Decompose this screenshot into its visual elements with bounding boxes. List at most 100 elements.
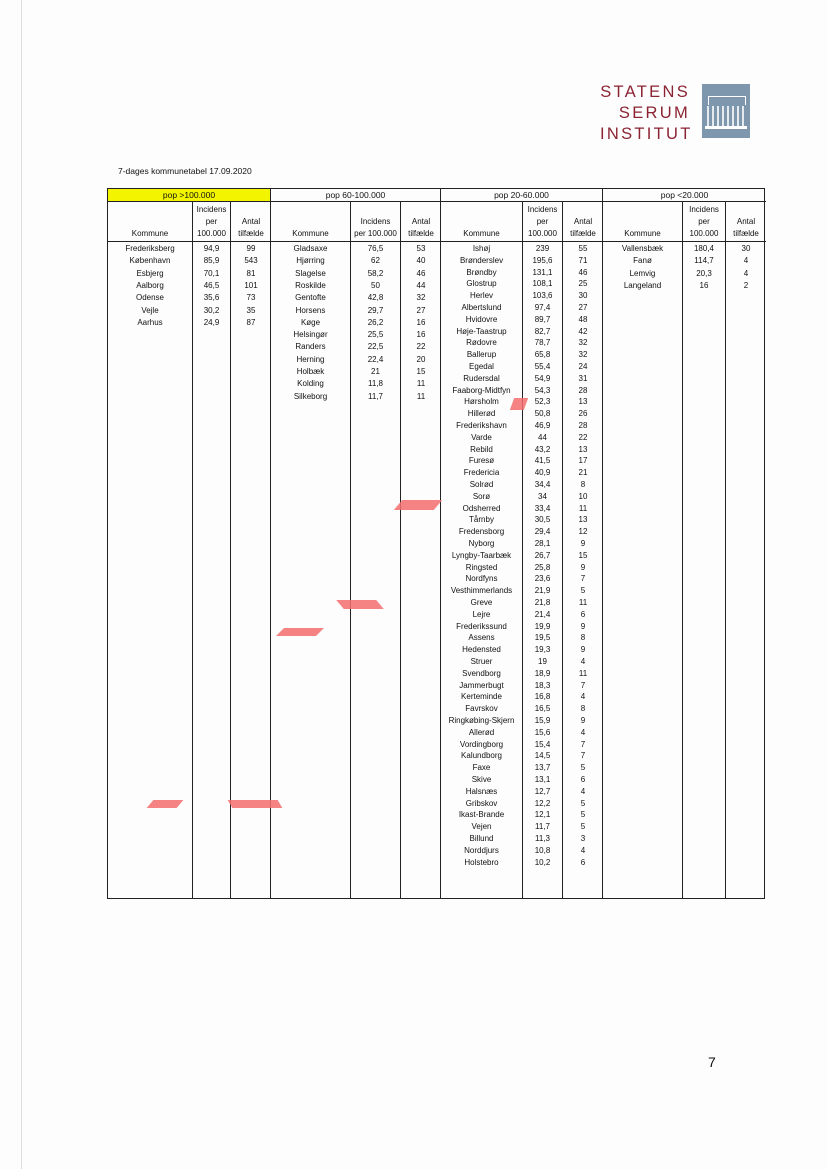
incidens-cell: 13,1 <box>534 775 551 784</box>
kommune-cell: Faaborg-Midtfyn <box>452 385 511 395</box>
incidens-cell: 94,9 <box>203 244 220 253</box>
kommune-cell: Glostrup <box>466 279 497 289</box>
antal-column: Antal tilfælde 30 4 4 2 <box>726 201 766 898</box>
incidens-cell: 21,8 <box>534 598 551 607</box>
kommune-cell: Allerød <box>468 727 495 737</box>
column-header: Kommune <box>108 201 192 242</box>
kommune-cell: Svendborg <box>462 668 501 678</box>
incidens-cell: 13,7 <box>534 763 551 773</box>
antal-cell: 44 <box>416 280 426 290</box>
incidens-cell: 195,6 <box>532 255 553 265</box>
column-header: Antal tilfælde <box>231 201 271 242</box>
kommune-cell: Holstebro <box>464 857 499 867</box>
incidens-cell: 65,8 <box>534 350 551 360</box>
antal-cell: 87 <box>246 317 256 327</box>
antal-cell: 13 <box>578 515 588 525</box>
antal-cell: 4 <box>580 692 586 702</box>
population-group: pop 60-100.000 Kommune Gladsaxe Hjørring Sla… <box>271 189 441 898</box>
incidens-cell: 10,8 <box>534 845 551 855</box>
incidens-cell: 12,7 <box>534 786 551 796</box>
antal-cell: 22 <box>416 342 426 352</box>
antal-cell: 7 <box>580 751 586 761</box>
incidens-cell: 34,4 <box>534 480 551 489</box>
incidens-cell: 19 <box>538 657 547 666</box>
antal-cell: 46 <box>416 268 426 278</box>
kommune-cell: Halsnæs <box>465 786 498 796</box>
incidens-cell: 103,6 <box>532 291 553 301</box>
group-header: pop <20.000 <box>603 189 766 202</box>
kommune-cell: Aarhus <box>137 317 163 327</box>
antal-cell: 8 <box>580 480 586 489</box>
antal-cell: 11 <box>578 503 588 513</box>
kommune-cell: Brønderslev <box>459 255 504 265</box>
kommune-cell: Albertslund <box>461 303 502 312</box>
kommune-cell: Fredensborg <box>458 527 505 537</box>
kommune-cell: København <box>129 256 171 266</box>
antal-cell: 6 <box>580 609 586 619</box>
incidens-cell: 28,1 <box>534 539 551 548</box>
antal-cell: 32 <box>578 338 588 348</box>
antal-cell: 11 <box>416 379 426 389</box>
incidens-cell: 29,4 <box>534 527 551 537</box>
incidens-cell: 180,4 <box>693 244 715 253</box>
antal-cell: 9 <box>580 539 586 548</box>
kommune-cell: Kolding <box>297 379 324 389</box>
kommune-cell: Hvidovre <box>465 314 498 324</box>
incidens-cell: 54,9 <box>534 373 551 383</box>
incidens-cell: 29,7 <box>367 305 384 315</box>
incidens-cell: 16,8 <box>534 692 551 702</box>
kommune-cell: Struer <box>470 657 493 666</box>
kommune-cell: Vordingborg <box>459 739 504 749</box>
antal-cell: 16 <box>416 317 426 327</box>
incidens-column: Incidens per 100.000 94,9 85,9 70,1 46,5 35,6… <box>193 201 231 898</box>
antal-cell: 53 <box>416 244 426 253</box>
column-header: Incidens per 100.000 <box>683 201 725 242</box>
kommune-cell: Skive <box>471 775 492 784</box>
incidens-cell: 46,9 <box>534 421 551 430</box>
kommune-cell: Frederiksberg <box>125 244 175 253</box>
incidens-cell: 21,4 <box>534 609 551 619</box>
antal-cell: 7 <box>580 739 586 749</box>
column-header: Incidens per 100.000 <box>351 201 400 242</box>
incidens-cell: 11,3 <box>535 834 550 843</box>
population-group: pop 20-60.000 Kommune Ishøj Brønderslev Brøn… <box>441 189 603 898</box>
column-header: Antal tilfælde <box>401 201 441 242</box>
incidens-cell: 33,4 <box>534 503 551 513</box>
incidens-cell: 41,5 <box>534 456 551 466</box>
incidens-cell: 76,5 <box>367 244 384 253</box>
scan-artifact <box>393 500 443 510</box>
incidens-cell: 30,2 <box>203 305 220 315</box>
incidens-cell: 25,8 <box>534 562 551 572</box>
incidens-cell: 11,8 <box>368 379 383 389</box>
kommune-cell: Varde <box>471 432 492 442</box>
antal-cell: 8 <box>580 633 586 643</box>
kommune-cell: Høje-Taastrup <box>456 326 507 336</box>
scan-artifact <box>276 628 324 636</box>
incidens-cell: 22,5 <box>367 342 384 352</box>
scan-artifact <box>336 600 384 609</box>
kommune-cell: Lejre <box>472 609 491 619</box>
column-header: Incidens per 100.000 <box>193 201 230 242</box>
antal-cell: 10 <box>578 491 588 501</box>
kommune-cell: Roskilde <box>295 280 326 290</box>
kommune-cell: Rødovre <box>466 338 497 348</box>
antal-cell: 13 <box>578 397 588 407</box>
antal-cell: 17 <box>578 456 588 466</box>
antal-cell: 4 <box>743 256 749 266</box>
kommune-table: pop >100.000 Kommune Frederiksberg Københav… <box>107 188 766 899</box>
logo-text: STATENS SERUM INSTITUT <box>600 82 690 145</box>
kommune-cell: Nyborg <box>468 539 495 548</box>
antal-cell: 30 <box>578 291 588 301</box>
kommune-cell: Ringkøbing-Skjern <box>448 716 515 725</box>
incidens-cell: 16,5 <box>534 704 551 714</box>
antal-cell: 71 <box>578 255 588 265</box>
antal-cell: 16 <box>416 330 426 340</box>
incidens-cell: 23,6 <box>534 574 551 584</box>
kommune-cell: Slagelse <box>295 268 326 278</box>
antal-cell: 4 <box>580 786 586 796</box>
table-title: 7-dages kommunetabel 17.09.2020 <box>118 166 252 176</box>
kommune-cell: Ishøj <box>472 244 491 253</box>
antal-cell: 6 <box>580 857 586 867</box>
antal-cell: 4 <box>743 268 749 278</box>
incidens-cell: 11,7 <box>368 391 383 401</box>
